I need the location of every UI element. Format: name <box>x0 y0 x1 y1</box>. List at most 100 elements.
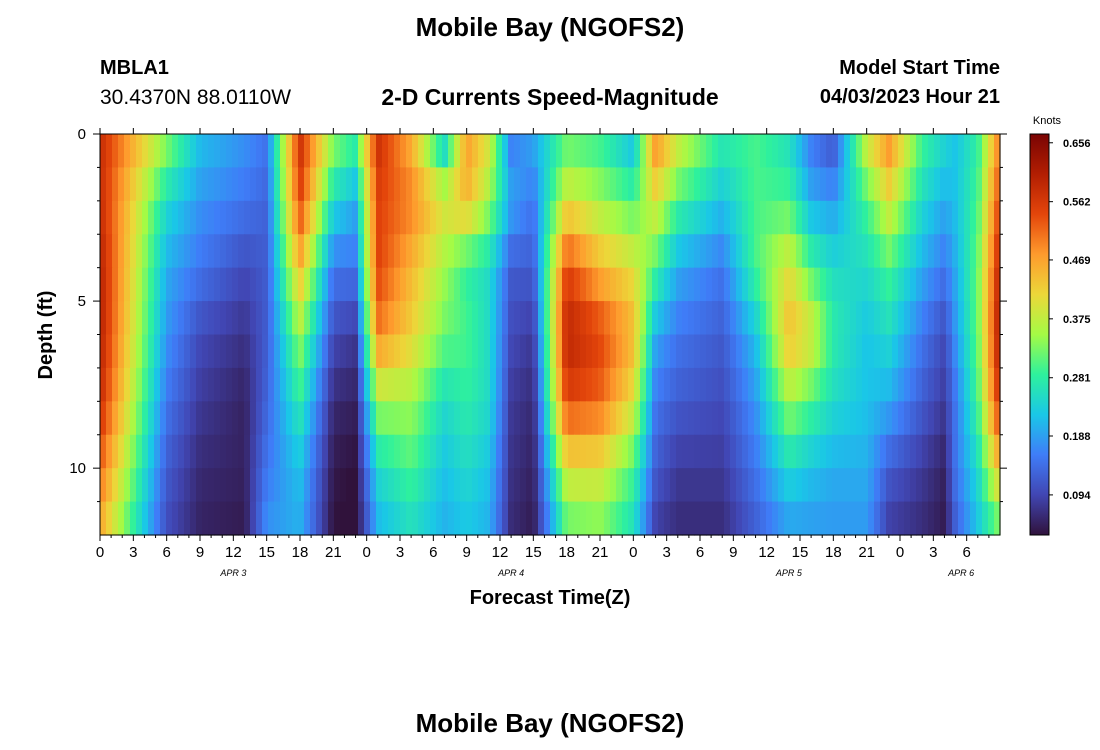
x-tick-label: 0 <box>896 544 904 561</box>
heatmap-cell <box>460 301 467 336</box>
heatmap-cell <box>994 501 1001 536</box>
heatmap-cell <box>166 334 173 369</box>
heatmap-cell <box>592 501 599 536</box>
heatmap-cell <box>706 468 713 503</box>
heatmap-cell <box>220 301 227 336</box>
heatmap-cell <box>310 468 317 503</box>
heatmap-cell <box>544 134 551 169</box>
heatmap-cell <box>388 134 395 169</box>
heatmap-cell <box>130 134 137 169</box>
heatmap-cell <box>610 267 617 302</box>
heatmap-cell <box>886 234 893 269</box>
heatmap-cell <box>292 501 299 536</box>
heatmap-cell <box>652 267 659 302</box>
heatmap-cell <box>412 200 419 235</box>
heatmap-cell <box>118 468 125 503</box>
heatmap-cell <box>898 468 905 503</box>
heatmap-cell <box>808 334 815 369</box>
heatmap-cell <box>706 200 713 235</box>
heatmap-cell <box>796 334 803 369</box>
heatmap-cell <box>928 401 935 436</box>
heatmap-cell <box>742 267 749 302</box>
heatmap-cell <box>814 401 821 436</box>
x-tick-label: 6 <box>429 544 437 561</box>
heatmap-cell <box>220 167 227 202</box>
heatmap-cell <box>490 434 497 469</box>
heatmap-cell <box>226 200 233 235</box>
heatmap-cell <box>160 301 167 336</box>
heatmap-cell <box>622 468 629 503</box>
heatmap-cell <box>250 334 257 369</box>
heatmap-cell <box>388 167 395 202</box>
heatmap-cell <box>388 367 395 402</box>
heatmap-cell <box>754 367 761 402</box>
heatmap-cell <box>712 401 719 436</box>
heatmap-cell <box>550 501 557 536</box>
heatmap-cell <box>796 468 803 503</box>
x-tick-label: 12 <box>492 544 509 561</box>
heatmap-cell <box>460 434 467 469</box>
heatmap-cell <box>550 468 557 503</box>
station-id: MBLA1 <box>100 57 169 79</box>
heatmap-cell <box>364 434 371 469</box>
heatmap-cell <box>598 301 605 336</box>
heatmap-cell <box>916 200 923 235</box>
heatmap-cell <box>892 134 899 169</box>
heatmap-cell <box>934 301 941 336</box>
heatmap-cell <box>292 334 299 369</box>
heatmap-cell <box>862 134 869 169</box>
heatmap-cell <box>826 367 833 402</box>
heatmap-cell <box>514 468 521 503</box>
heatmap-cell <box>448 434 455 469</box>
heatmap-cell <box>976 501 983 536</box>
heatmap-cell <box>484 367 491 402</box>
heatmap-cell <box>748 367 755 402</box>
heatmap-cell <box>160 167 167 202</box>
heatmap-cell <box>172 334 179 369</box>
heatmap-cell <box>514 234 521 269</box>
heatmap-cell <box>340 301 347 336</box>
heatmap-cell <box>592 434 599 469</box>
heatmap-cell <box>466 167 473 202</box>
heatmap-cell <box>796 301 803 336</box>
heatmap-cell <box>598 367 605 402</box>
heatmap-cell <box>748 401 755 436</box>
heatmap-cell <box>964 501 971 536</box>
heatmap-cell <box>472 267 479 302</box>
heatmap-cell <box>304 267 311 302</box>
heatmap-cell <box>412 301 419 336</box>
heatmap-cell <box>910 434 917 469</box>
heatmap-cell <box>538 434 545 469</box>
heatmap-cell <box>976 401 983 436</box>
heatmap-cell <box>448 367 455 402</box>
heatmap-cell <box>994 468 1001 503</box>
heatmap-cell <box>508 367 515 402</box>
heatmap-cell <box>886 167 893 202</box>
heatmap-cell <box>502 267 509 302</box>
heatmap-cell <box>124 334 131 369</box>
heatmap-cell <box>478 267 485 302</box>
heatmap-cell <box>478 401 485 436</box>
heatmap-cell <box>628 200 635 235</box>
heatmap-cell <box>664 167 671 202</box>
heatmap-cell <box>802 334 809 369</box>
heatmap-cell <box>700 134 707 169</box>
heatmap-cell <box>610 134 617 169</box>
heatmap-cell <box>106 501 113 536</box>
heatmap-cell <box>586 501 593 536</box>
heatmap-cell <box>586 301 593 336</box>
heatmap-cell <box>772 134 779 169</box>
heatmap-cell <box>454 267 461 302</box>
heatmap-cell <box>958 501 965 536</box>
heatmap-cell <box>478 200 485 235</box>
heatmap-cell <box>856 468 863 503</box>
x-tick-label: 6 <box>962 544 970 561</box>
heatmap-cell <box>712 334 719 369</box>
heatmap-cell <box>862 200 869 235</box>
heatmap-cell <box>166 367 173 402</box>
heatmap-cell <box>970 167 977 202</box>
heatmap-cell <box>418 234 425 269</box>
heatmap-cell <box>328 200 335 235</box>
heatmap-cell <box>628 434 635 469</box>
heatmap-cell <box>874 334 881 369</box>
